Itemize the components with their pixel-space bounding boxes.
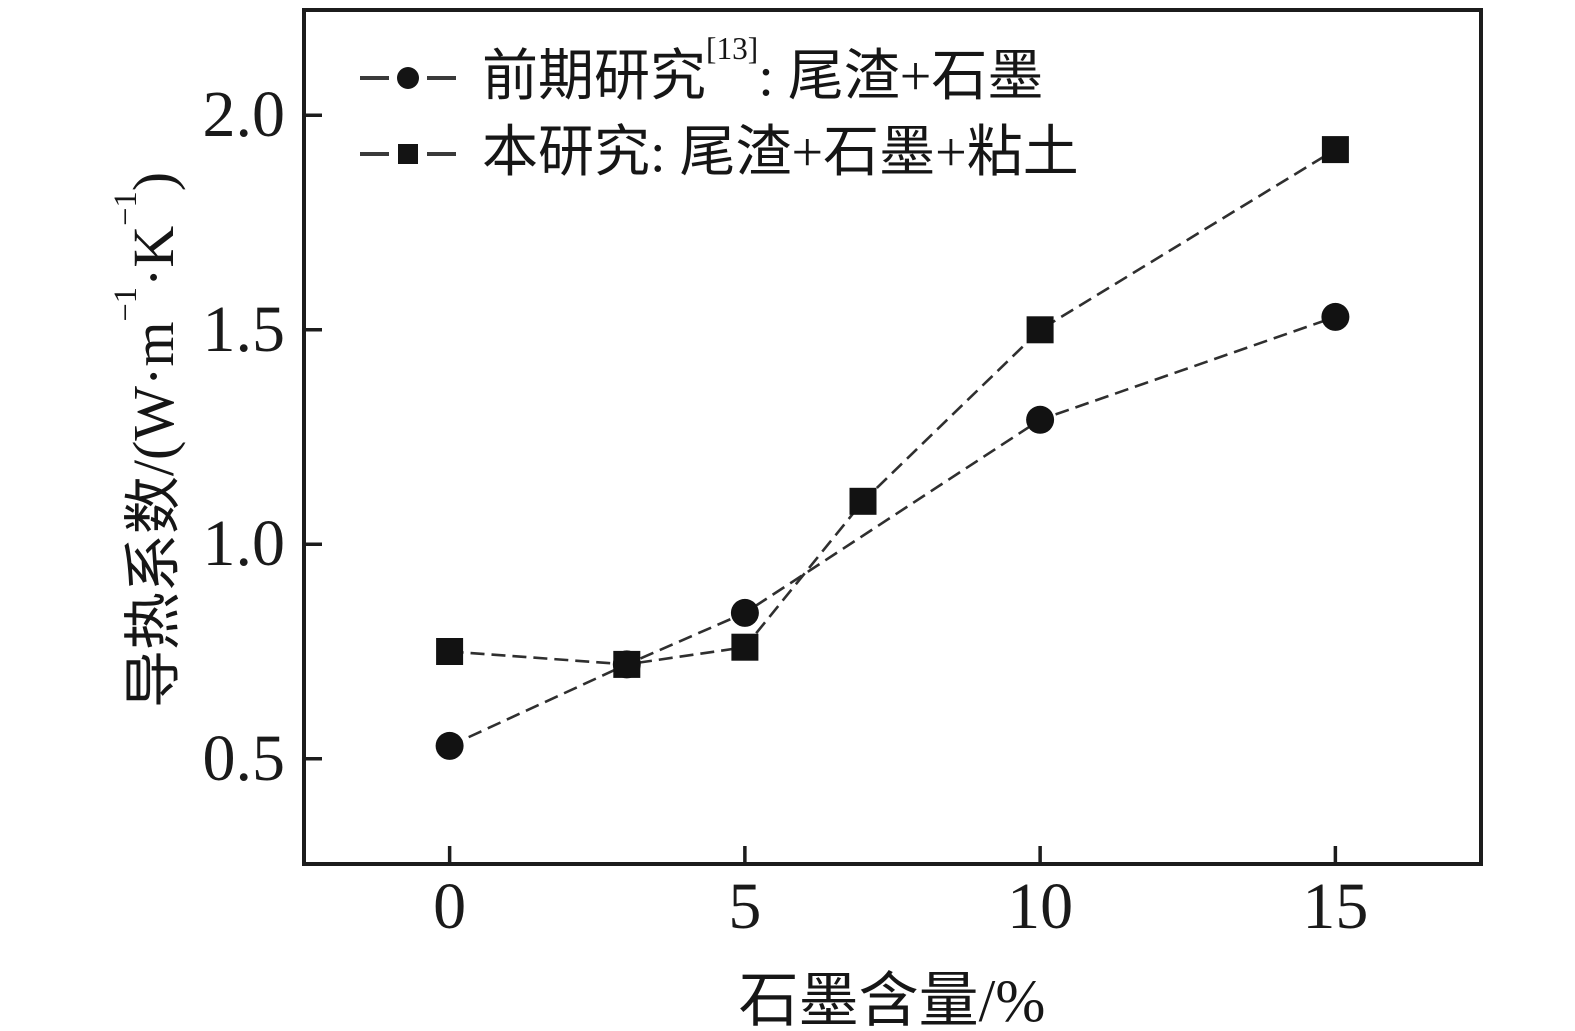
data-point-circle: [1321, 302, 1350, 331]
x-tick-label: 5: [728, 870, 762, 943]
y-axis-title: 导热系数/(W·m−1·K−1): [106, 172, 190, 708]
data-point-circle: [730, 598, 759, 627]
legend-text: 前期研究: [482, 46, 706, 109]
x-tick-label: 0: [433, 870, 467, 943]
data-point-square: [1321, 136, 1349, 164]
series-line-circle: [449, 315, 1336, 748]
series-line-square: [449, 148, 1337, 666]
legend-citation-superscript: [13]: [706, 31, 759, 67]
legend-item-this-study: 本研究: 尾渣+石墨+粘土: [360, 120, 1079, 188]
y-axis-title-text: ): [121, 171, 186, 192]
data-point-circle: [435, 731, 464, 760]
data-point-square: [1026, 316, 1054, 344]
legend: 前期研究[13]: 尾渣+石墨 本研究: 尾渣+石墨+粘土: [360, 32, 1079, 188]
plot-area: 前期研究[13]: 尾渣+石墨 本研究: 尾渣+石墨+粘土: [302, 8, 1483, 866]
legend-square-marker-icon: [360, 144, 456, 164]
x-tick-label: 15: [1302, 870, 1369, 943]
y-tick-label: 1.5: [202, 292, 286, 366]
legend-text: 本研究: 尾渣+石墨+粘土: [482, 122, 1079, 185]
x-tick-label: 10: [1007, 870, 1074, 943]
data-point-circle: [1026, 405, 1055, 434]
data-point-square: [436, 638, 464, 665]
y-axis-title-text: ·K: [121, 225, 186, 287]
x-axis-title: 石墨含量/%: [738, 968, 1046, 1031]
data-point-square: [731, 633, 759, 661]
y-axis-superscript: −1: [107, 286, 144, 322]
data-point-square: [849, 487, 877, 515]
plot-frame: [302, 8, 1483, 866]
y-tick-label: 2.0: [202, 78, 286, 152]
y-tick-label: 0.5: [202, 721, 286, 795]
y-axis-superscript: −1: [107, 191, 144, 226]
legend-item-previous-study: 前期研究[13]: 尾渣+石墨: [360, 32, 1079, 112]
chart-canvas: [302, 8, 1483, 866]
legend-label-previous-study: 前期研究[13]: 尾渣+石墨: [482, 32, 1044, 109]
y-tick-label: 1.0: [202, 507, 286, 581]
data-point-square: [613, 650, 641, 678]
legend-text: : 尾渣+石墨: [758, 46, 1044, 109]
legend-circle-marker-icon: [360, 67, 456, 89]
legend-label-this-study: 本研究: 尾渣+石墨+粘土: [482, 122, 1079, 185]
